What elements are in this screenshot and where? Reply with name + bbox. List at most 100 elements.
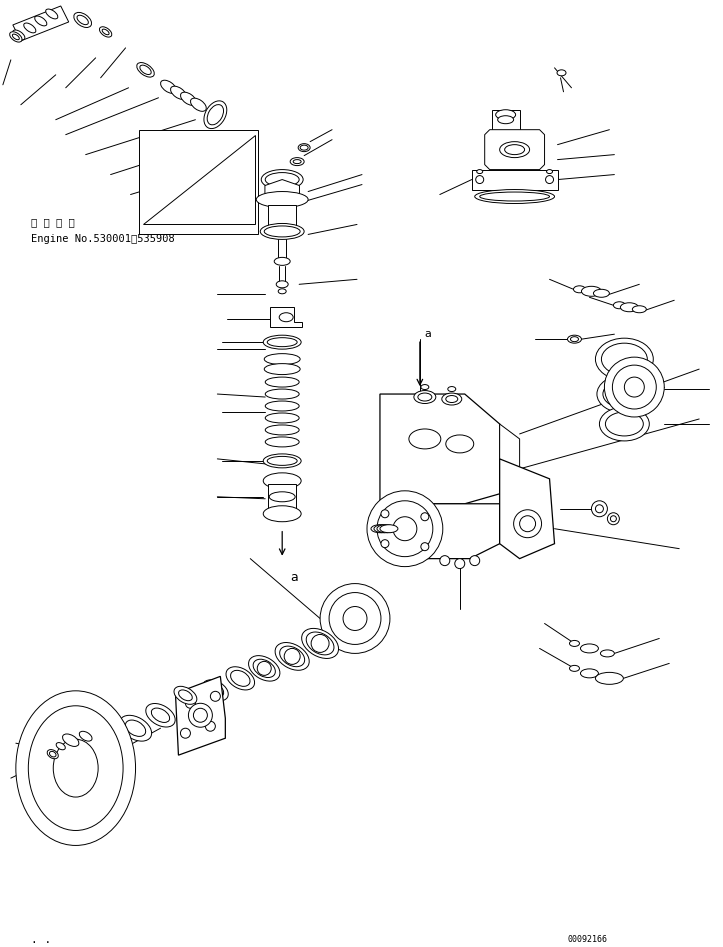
Polygon shape <box>13 6 69 41</box>
Polygon shape <box>500 459 555 559</box>
Text: 適 用 号 機: 適 用 号 機 <box>31 218 74 227</box>
Circle shape <box>612 366 656 409</box>
Circle shape <box>381 540 389 547</box>
Ellipse shape <box>174 687 197 705</box>
Ellipse shape <box>263 506 301 522</box>
Bar <box>492 110 520 130</box>
Ellipse shape <box>256 191 308 207</box>
Ellipse shape <box>264 226 300 237</box>
Ellipse shape <box>263 335 301 349</box>
Ellipse shape <box>265 172 299 187</box>
Circle shape <box>596 505 604 512</box>
Ellipse shape <box>265 389 299 399</box>
Ellipse shape <box>374 525 392 533</box>
Circle shape <box>367 491 442 566</box>
Ellipse shape <box>140 65 151 75</box>
Circle shape <box>513 509 542 538</box>
Ellipse shape <box>263 454 301 468</box>
Ellipse shape <box>265 401 299 411</box>
Ellipse shape <box>226 667 254 690</box>
Ellipse shape <box>602 343 647 375</box>
Ellipse shape <box>77 15 88 25</box>
Polygon shape <box>270 307 302 328</box>
Polygon shape <box>471 170 557 189</box>
Ellipse shape <box>260 223 304 240</box>
Circle shape <box>421 512 429 521</box>
Text: Engine No.530001～535908: Engine No.530001～535908 <box>31 235 174 244</box>
Circle shape <box>440 556 450 565</box>
Ellipse shape <box>54 740 98 797</box>
Ellipse shape <box>573 286 586 293</box>
Ellipse shape <box>12 34 20 40</box>
Circle shape <box>610 516 617 522</box>
Circle shape <box>591 501 607 517</box>
Ellipse shape <box>268 456 297 465</box>
Polygon shape <box>380 504 500 559</box>
Ellipse shape <box>293 160 301 164</box>
Ellipse shape <box>276 281 288 288</box>
Circle shape <box>329 593 381 644</box>
Polygon shape <box>380 394 500 504</box>
Ellipse shape <box>35 16 47 26</box>
Circle shape <box>189 704 213 727</box>
Ellipse shape <box>275 642 309 670</box>
Ellipse shape <box>125 720 145 737</box>
Ellipse shape <box>597 375 652 413</box>
Ellipse shape <box>9 32 22 42</box>
Polygon shape <box>176 676 226 755</box>
Ellipse shape <box>605 412 643 436</box>
Ellipse shape <box>613 302 625 309</box>
Ellipse shape <box>80 731 92 742</box>
Ellipse shape <box>151 708 170 723</box>
Ellipse shape <box>102 29 109 35</box>
Ellipse shape <box>231 144 240 152</box>
Ellipse shape <box>269 491 295 502</box>
Ellipse shape <box>371 525 389 533</box>
Ellipse shape <box>208 104 223 125</box>
Ellipse shape <box>161 80 176 94</box>
Circle shape <box>377 501 433 557</box>
Ellipse shape <box>179 690 192 701</box>
Ellipse shape <box>594 289 609 297</box>
Ellipse shape <box>16 690 135 846</box>
Circle shape <box>320 583 390 653</box>
Ellipse shape <box>13 30 25 40</box>
Ellipse shape <box>409 429 441 449</box>
Ellipse shape <box>446 435 474 453</box>
Ellipse shape <box>480 192 549 201</box>
Ellipse shape <box>290 157 304 166</box>
Ellipse shape <box>301 629 338 658</box>
Ellipse shape <box>228 141 242 153</box>
Ellipse shape <box>307 632 334 655</box>
Ellipse shape <box>475 189 555 204</box>
Ellipse shape <box>207 684 223 697</box>
Circle shape <box>520 516 536 531</box>
Ellipse shape <box>476 170 483 173</box>
Ellipse shape <box>380 525 398 533</box>
Ellipse shape <box>581 669 599 678</box>
Ellipse shape <box>620 303 638 312</box>
Ellipse shape <box>496 110 515 119</box>
Ellipse shape <box>421 384 429 389</box>
Text: a: a <box>425 330 432 339</box>
Ellipse shape <box>600 650 615 657</box>
Circle shape <box>205 722 215 731</box>
Ellipse shape <box>300 145 308 151</box>
Ellipse shape <box>278 289 286 294</box>
Ellipse shape <box>171 86 187 99</box>
Bar <box>268 205 296 229</box>
Ellipse shape <box>261 170 303 189</box>
Ellipse shape <box>56 742 65 750</box>
Ellipse shape <box>119 715 152 742</box>
Circle shape <box>455 559 465 568</box>
Ellipse shape <box>46 9 58 19</box>
Circle shape <box>421 543 429 550</box>
Ellipse shape <box>557 70 566 76</box>
Ellipse shape <box>279 313 293 322</box>
Ellipse shape <box>547 170 552 173</box>
Ellipse shape <box>204 100 227 129</box>
Ellipse shape <box>500 142 529 157</box>
Ellipse shape <box>181 92 197 105</box>
Ellipse shape <box>253 659 275 677</box>
Circle shape <box>476 175 484 184</box>
